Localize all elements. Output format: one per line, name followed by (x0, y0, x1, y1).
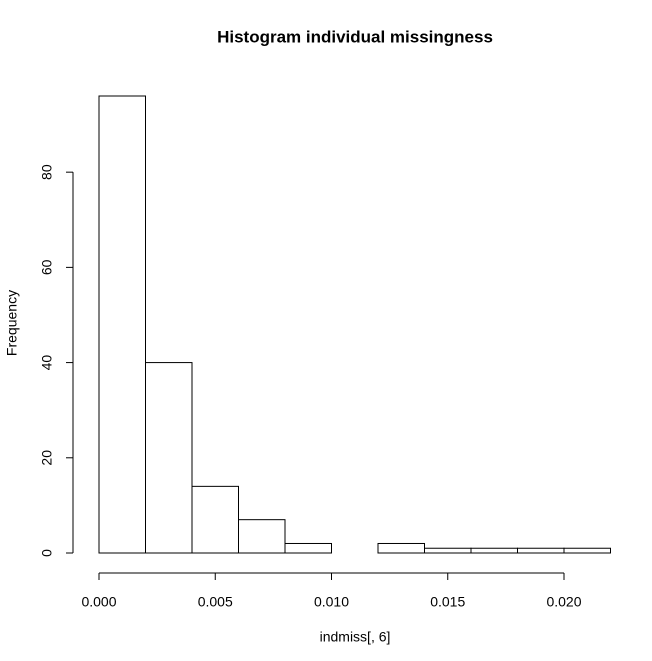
bar (145, 362, 193, 554)
y-tick-label: 60 (39, 259, 55, 275)
x-tick-label: 0.005 (198, 594, 233, 610)
bar (563, 547, 611, 554)
bar (517, 547, 565, 554)
y-tick-label: 40 (39, 355, 55, 371)
bar (424, 547, 472, 554)
bar (98, 95, 146, 554)
chart-title: Histogram individual missingness (217, 27, 493, 46)
x-tick-label: 0.020 (546, 594, 581, 610)
y-axis-label: Frequency (4, 290, 20, 356)
x-axis-label: indmiss[, 6] (320, 629, 391, 645)
y-tick-label: 0 (39, 549, 55, 557)
x-tick-label: 0.015 (430, 594, 465, 610)
bar (284, 542, 332, 554)
bar (470, 547, 518, 554)
y-tick-label: 20 (39, 450, 55, 466)
x-tick-label: 0.010 (314, 594, 349, 610)
bar (191, 485, 239, 554)
bar (377, 542, 425, 554)
bar (238, 519, 286, 554)
x-tick-label: 0.000 (81, 594, 116, 610)
y-tick-label: 80 (39, 164, 55, 180)
